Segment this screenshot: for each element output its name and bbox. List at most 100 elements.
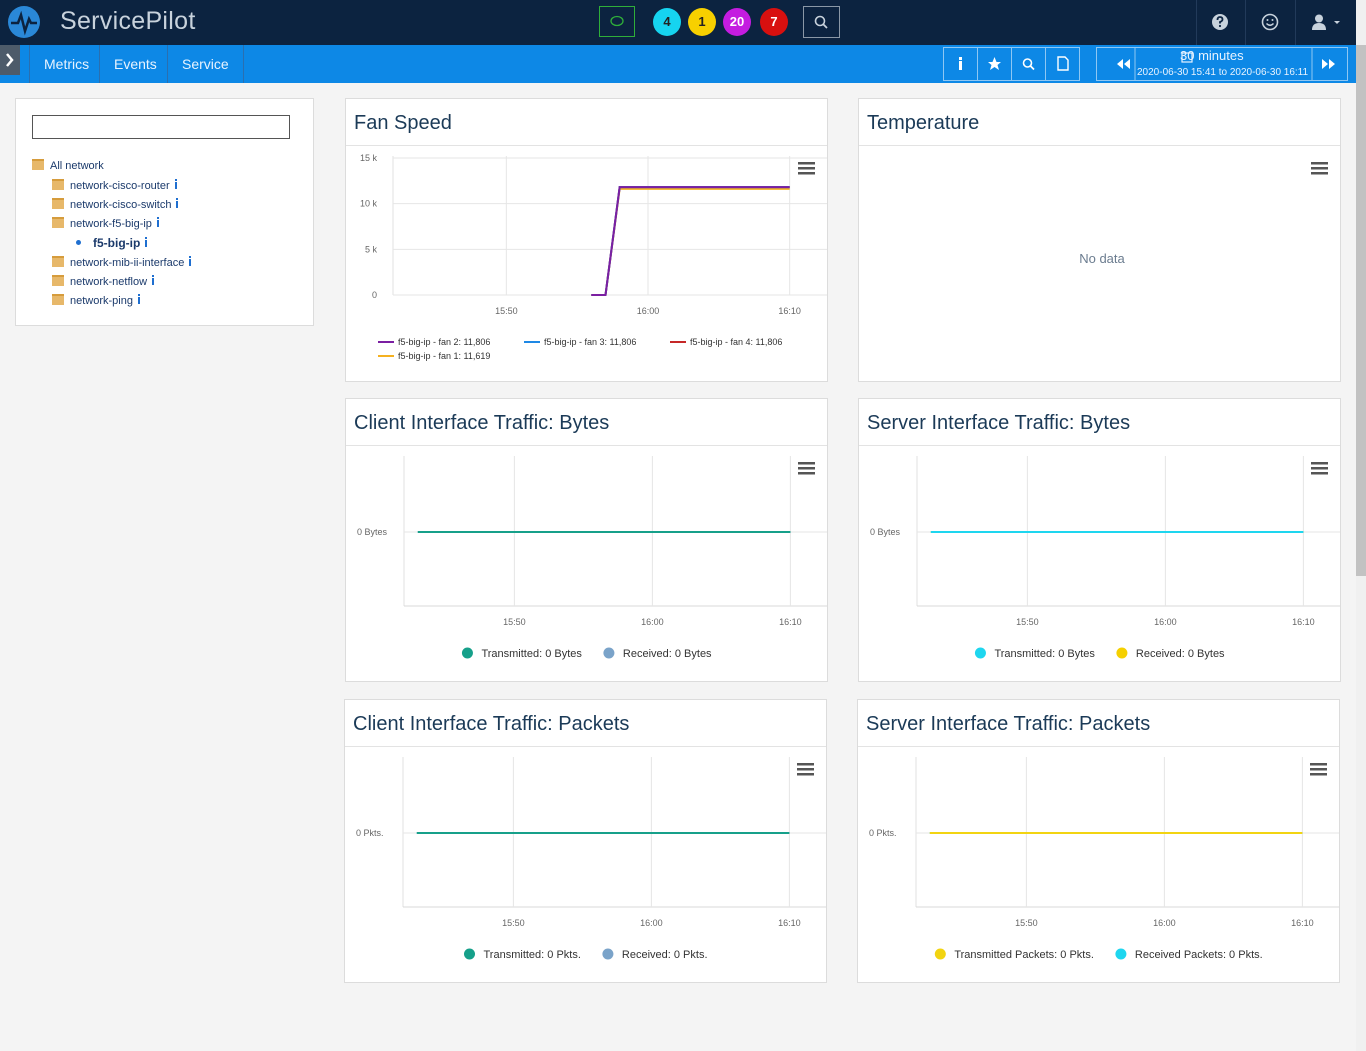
report-button[interactable] bbox=[1045, 47, 1080, 81]
legend-item[interactable]: f5-big-ip - fan 2: 11,806 bbox=[378, 337, 490, 347]
node-label[interactable]: network-mib-ii-interface bbox=[70, 257, 185, 269]
user-menu[interactable] bbox=[1310, 12, 1344, 32]
chart-menu[interactable] bbox=[1310, 763, 1327, 776]
folder-icon bbox=[52, 294, 64, 305]
legend: Transmitted: 0 Pkts. Received: 0 Pkts. bbox=[464, 948, 708, 962]
legend-label[interactable]: Transmitted: 0 Pkts. bbox=[484, 949, 581, 961]
info-button[interactable] bbox=[943, 47, 978, 81]
chat-button[interactable] bbox=[599, 6, 635, 37]
x-tick-label: 15:50 bbox=[503, 617, 526, 627]
folder-icon bbox=[52, 179, 64, 190]
tree-node[interactable]: network-netflow bbox=[52, 275, 155, 288]
period[interactable]: 30 minutes bbox=[1180, 48, 1244, 63]
tree-node[interactable]: All network bbox=[32, 159, 104, 172]
scrollbar-thumb[interactable] bbox=[1356, 45, 1366, 576]
legend-item[interactable]: Transmitted Packets: 0 Pkts. bbox=[934, 948, 1094, 962]
folder-icon bbox=[52, 217, 64, 228]
nav-item[interactable]: Events bbox=[99, 45, 171, 83]
node-label[interactable]: network-f5-big-ip bbox=[70, 218, 152, 230]
tree-node[interactable]: f5-big-ip bbox=[76, 236, 148, 250]
time-range[interactable] bbox=[1096, 47, 1348, 81]
legend-label[interactable]: f5-big-ip - fan 4: 11,806 bbox=[690, 337, 782, 347]
legend-label[interactable]: Received: 0 Bytes bbox=[623, 648, 712, 660]
alert-badge[interactable]: 1 bbox=[688, 8, 716, 36]
legend-marker bbox=[1115, 948, 1127, 960]
legend-item[interactable]: Received: 0 Bytes bbox=[603, 647, 712, 661]
chart-menu[interactable] bbox=[1311, 462, 1328, 475]
x-tick-label: 15:50 bbox=[1015, 918, 1038, 928]
chart-panel: Temperature No data bbox=[858, 98, 1341, 382]
nav-item[interactable]: Metrics bbox=[29, 45, 103, 83]
alert-badge[interactable]: 7 bbox=[760, 8, 788, 36]
menu-bar bbox=[797, 773, 814, 776]
feedback-icon[interactable] bbox=[1260, 12, 1280, 32]
node-label[interactable]: All network bbox=[50, 160, 104, 172]
y-tick-label: 5 k bbox=[365, 244, 378, 254]
tree-node[interactable]: network-ping bbox=[52, 294, 140, 307]
info-icon[interactable] bbox=[176, 200, 179, 208]
legend-item[interactable]: Transmitted: 0 Bytes bbox=[974, 647, 1095, 661]
legend-item[interactable]: Received: 0 Bytes bbox=[1116, 647, 1225, 661]
node-label[interactable]: network-cisco-router bbox=[70, 180, 170, 192]
legend-label[interactable]: Transmitted: 0 Bytes bbox=[481, 648, 582, 660]
legend-item[interactable]: f5-big-ip - fan 1: 11,619 bbox=[378, 351, 490, 361]
search-button[interactable] bbox=[1011, 47, 1046, 81]
node-label[interactable]: network-cisco-switch bbox=[70, 199, 172, 211]
tree-node[interactable]: network-f5-big-ip bbox=[52, 217, 159, 230]
info-icon[interactable] bbox=[152, 277, 155, 285]
node-label[interactable]: network-ping bbox=[70, 295, 133, 307]
alert-badge[interactable]: 20 bbox=[723, 8, 751, 36]
legend-label[interactable]: Received Packets: 0 Pkts. bbox=[1135, 949, 1263, 961]
x-tick-label: 16:10 bbox=[1292, 617, 1315, 627]
legend-marker bbox=[974, 647, 986, 659]
legend-label[interactable]: Transmitted: 0 Bytes bbox=[994, 648, 1095, 660]
legend-item[interactable]: f5-big-ip - fan 4: 11,806 bbox=[670, 337, 782, 347]
series-line bbox=[591, 186, 790, 296]
tree-filter[interactable] bbox=[32, 115, 290, 139]
y-tick-label: 0 Pkts. bbox=[869, 828, 897, 838]
date-range[interactable]: 2020-06-30 15:41 to 2020-06-30 16:11 bbox=[1137, 67, 1309, 78]
search-button[interactable] bbox=[803, 6, 840, 38]
alert-badge[interactable]: 4 bbox=[653, 8, 681, 36]
legend-item[interactable]: Transmitted: 0 Bytes bbox=[461, 647, 582, 661]
info-icon[interactable] bbox=[137, 296, 140, 304]
x-tick-label: 16:10 bbox=[779, 617, 802, 627]
legend-label[interactable]: Received: 0 Bytes bbox=[1136, 648, 1225, 660]
help-icon[interactable] bbox=[1210, 12, 1230, 32]
legend-marker bbox=[603, 647, 615, 659]
legend-label[interactable]: Received: 0 Pkts. bbox=[622, 949, 708, 961]
sidebar-toggle[interactable] bbox=[0, 45, 20, 75]
chart-title: Temperature bbox=[867, 112, 979, 134]
legend-item[interactable]: Received: 0 Pkts. bbox=[602, 948, 708, 962]
info-icon[interactable] bbox=[145, 239, 148, 247]
legend-label[interactable]: f5-big-ip - fan 1: 11,619 bbox=[398, 351, 490, 361]
legend-marker bbox=[1116, 647, 1128, 659]
legend-label[interactable]: Transmitted Packets: 0 Pkts. bbox=[954, 949, 1094, 961]
legend-item[interactable]: Transmitted: 0 Pkts. bbox=[464, 948, 581, 962]
node-label[interactable]: f5-big-ip bbox=[93, 236, 141, 250]
chart: Fan Speed 15:50 16:00 16:10 0 5 k 10 k 15 k f5-b… bbox=[346, 112, 827, 361]
nav-item[interactable]: Service bbox=[167, 45, 244, 83]
favorite-button[interactable] bbox=[977, 47, 1012, 81]
legend-item[interactable]: f5-big-ip - fan 3: 11,806 bbox=[524, 337, 636, 347]
chart-menu[interactable] bbox=[1311, 162, 1328, 175]
tree-node[interactable]: network-cisco-switch bbox=[52, 198, 179, 211]
info-icon[interactable] bbox=[174, 181, 177, 189]
info-icon[interactable] bbox=[189, 258, 192, 266]
legend-label[interactable]: f5-big-ip - fan 2: 11,806 bbox=[398, 337, 490, 347]
node-label[interactable]: network-netflow bbox=[70, 276, 148, 288]
tree-node[interactable]: network-mib-ii-interface bbox=[52, 256, 192, 269]
chart-menu[interactable] bbox=[797, 763, 814, 776]
y-tick-label: 10 k bbox=[360, 199, 378, 209]
brand[interactable]: ServicePilot bbox=[60, 7, 196, 35]
legend-label[interactable]: f5-big-ip - fan 3: 11,806 bbox=[544, 337, 636, 347]
legend-item[interactable]: Received Packets: 0 Pkts. bbox=[1115, 948, 1263, 962]
tree-node[interactable]: network-cisco-router bbox=[52, 179, 177, 192]
chart-menu[interactable] bbox=[798, 162, 815, 175]
chart-menu[interactable] bbox=[798, 462, 815, 475]
x-tick-label: 16:10 bbox=[778, 306, 801, 316]
logo[interactable] bbox=[7, 5, 41, 39]
info-icon[interactable] bbox=[156, 219, 159, 227]
x-tick-label: 15:50 bbox=[1016, 617, 1039, 627]
